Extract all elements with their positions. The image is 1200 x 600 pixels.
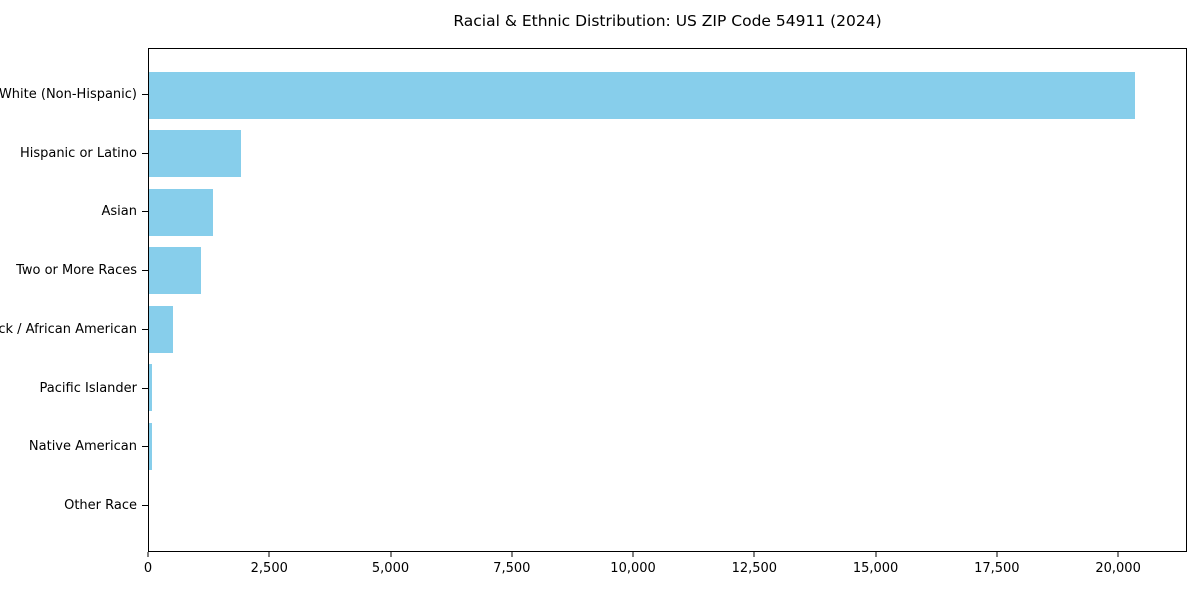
- y-label-row: Two or More Races: [0, 241, 148, 300]
- chart-title: Racial & Ethnic Distribution: US ZIP Cod…: [453, 12, 882, 30]
- y-label-row: White (Non-Hispanic): [0, 65, 148, 124]
- x-tick-label: 2,500: [250, 561, 288, 576]
- y-tick-label: Black / African American: [0, 321, 137, 337]
- y-tick-label: Asian: [101, 204, 137, 220]
- x-axis: 0 2,500 5,000 7,500 10,000 12,500 15,000 17,500…: [144, 552, 1187, 588]
- x-tick-mark: [268, 552, 270, 557]
- x-tick-label: 0: [143, 561, 153, 576]
- bar-row: [149, 242, 1186, 301]
- bar-black-african-american: [149, 305, 173, 353]
- y-label-row: Native American: [0, 418, 148, 477]
- y-tick-label: Two or More Races: [16, 263, 137, 279]
- y-tick-mark: [142, 270, 148, 272]
- y-tick-mark: [142, 387, 148, 389]
- bar-row: [149, 66, 1186, 125]
- bar-pacific-islander: [149, 364, 153, 412]
- bars-container: [149, 66, 1186, 534]
- y-label-row: Asian: [0, 183, 148, 242]
- y-tick-mark: [142, 152, 148, 154]
- plot-area: [148, 48, 1187, 552]
- y-tick-label: Pacific Islander: [39, 380, 137, 396]
- bar-hispanic-or-latino: [149, 130, 241, 178]
- bar-row: [149, 125, 1186, 184]
- x-tick-mark: [996, 552, 998, 557]
- bar-row: [149, 417, 1186, 476]
- x-tick-label: 20,000: [1095, 561, 1141, 576]
- bar-two-or-more-races: [149, 247, 202, 295]
- y-tick-label: Native American: [28, 439, 137, 455]
- y-tick-mark: [142, 328, 148, 330]
- bar-row: [149, 300, 1186, 359]
- x-tick-mark: [1117, 552, 1119, 557]
- x-tick-label: 12,500: [731, 561, 778, 576]
- y-tick-label: Hispanic or Latino: [19, 145, 137, 161]
- x-tick-mark: [753, 552, 755, 557]
- x-tick-mark: [511, 552, 513, 557]
- bar-row: [149, 183, 1186, 242]
- x-tick-label: 5,000: [371, 561, 410, 576]
- bar-asian: [149, 188, 213, 236]
- bar-white-non-hispanic: [149, 71, 1136, 119]
- x-tick-label: 15,000: [852, 561, 899, 576]
- x-tick-label: 17,500: [974, 561, 1020, 576]
- x-tick-mark: [390, 552, 392, 557]
- y-label-row: Other Race: [0, 476, 148, 535]
- y-tick-mark: [142, 505, 148, 507]
- x-tick-label: 10,000: [610, 561, 656, 576]
- bar-native-american: [149, 422, 152, 470]
- x-tick-label: 7,500: [493, 561, 531, 576]
- y-tick-label: White (Non-Hispanic): [0, 86, 137, 102]
- x-tick-mark: [147, 552, 149, 557]
- y-tick-mark: [142, 211, 148, 213]
- x-tick-mark: [875, 552, 877, 557]
- x-tick-mark: [632, 552, 634, 557]
- y-tick-label: Other Race: [64, 498, 137, 514]
- bar-row: [149, 359, 1186, 418]
- y-axis: White (Non-Hispanic) Hispanic or Latino As…: [0, 65, 148, 535]
- y-tick-mark: [142, 93, 148, 95]
- y-label-row: Black / African American: [0, 300, 148, 359]
- y-tick-mark: [142, 446, 148, 448]
- y-label-row: Pacific Islander: [0, 359, 148, 418]
- bar-row: [149, 476, 1186, 535]
- y-label-row: Hispanic or Latino: [0, 124, 148, 183]
